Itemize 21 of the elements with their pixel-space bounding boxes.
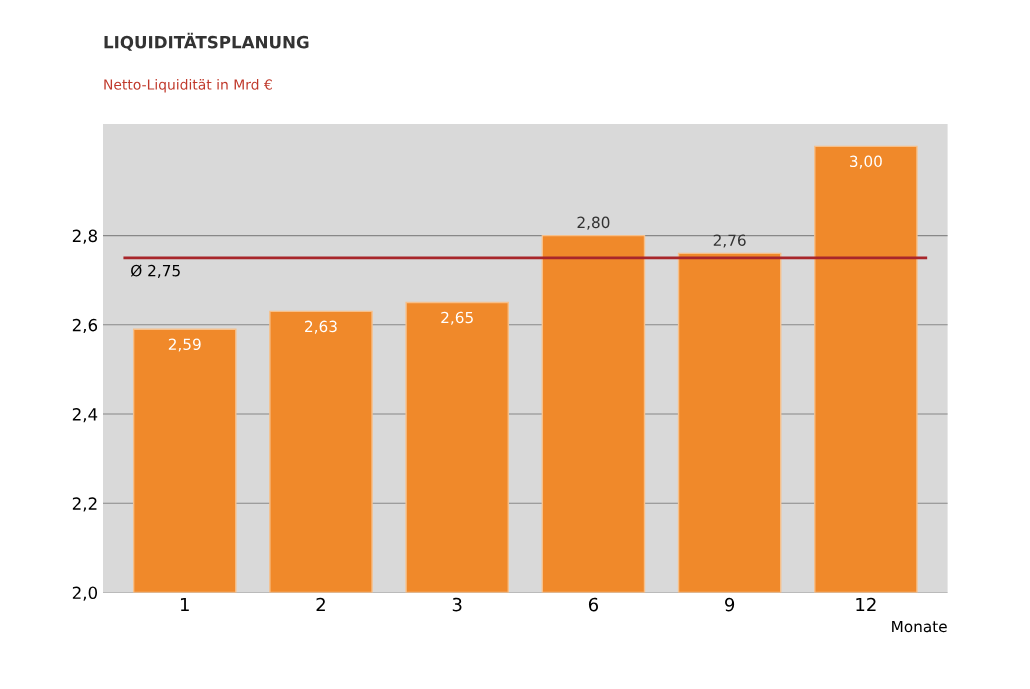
y-tick-label: 2,4 [72, 408, 98, 423]
x-tick-label: 1 [180, 597, 189, 612]
data-label: 2,76 [713, 234, 746, 248]
x-tick-label: 6 [588, 597, 599, 612]
chart-subtitle: Netto-Liquidität in Mrd € [104, 79, 272, 93]
y-tick-label: 2,8 [72, 229, 97, 244]
y-tick-label: 2,0 [72, 586, 98, 601]
ref-line-label: Ø 2,75 [131, 264, 180, 278]
x-tick-label: 9 [725, 597, 735, 612]
data-label: 2,80 [577, 216, 610, 230]
data-label: 3,00 [850, 155, 882, 169]
data-label: 2,65 [441, 311, 473, 325]
data-label: 2,59 [168, 338, 201, 352]
x-tick-label: 3 [452, 597, 462, 612]
x-tick-label: 12 [856, 597, 876, 612]
data-label: 2,63 [305, 320, 337, 334]
x-tick-label: 2 [316, 597, 325, 612]
x-axis-title: Monate [892, 620, 947, 633]
chart-title: LIQUIDITÄTSPLANUNG [104, 32, 309, 51]
y-tick-label: 2,6 [72, 318, 98, 334]
y-tick-label: 2,2 [72, 497, 97, 512]
